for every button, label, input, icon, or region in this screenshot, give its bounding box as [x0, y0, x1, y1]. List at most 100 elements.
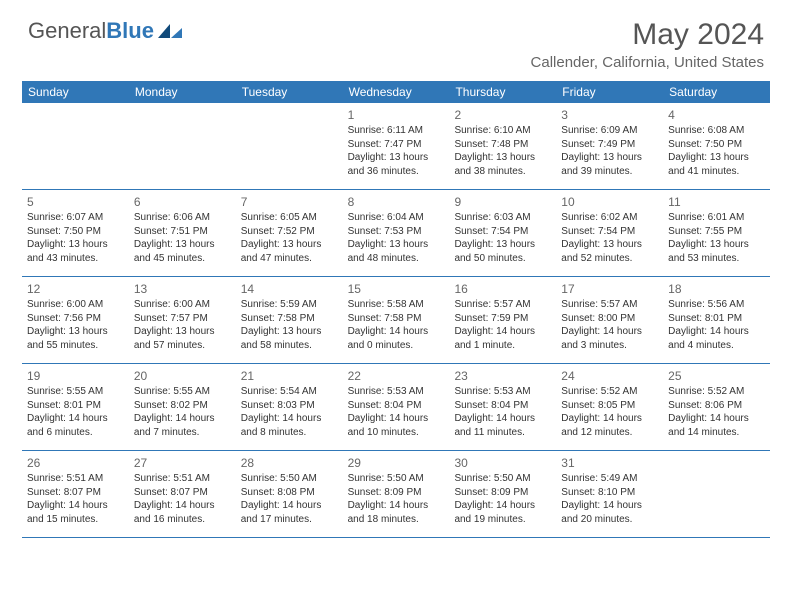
day-number: 26	[27, 455, 124, 471]
logo: GeneralBlue	[28, 18, 184, 44]
day-number: 23	[454, 368, 551, 384]
title-block: May 2024 Callender, California, United S…	[531, 18, 764, 71]
sail-icon	[156, 22, 184, 40]
day-cell: 4Sunrise: 6:08 AMSunset: 7:50 PMDaylight…	[663, 103, 770, 189]
sunrise-text: Sunrise: 5:56 AM	[668, 298, 765, 312]
sunset-text: Sunset: 7:54 PM	[454, 225, 551, 239]
sunset-text: Sunset: 8:04 PM	[454, 399, 551, 413]
day-cell: 8Sunrise: 6:04 AMSunset: 7:53 PMDaylight…	[343, 190, 450, 276]
sunset-text: Sunset: 8:02 PM	[134, 399, 231, 413]
sunrise-text: Sunrise: 6:04 AM	[348, 211, 445, 225]
day-number: 29	[348, 455, 445, 471]
sunset-text: Sunset: 7:47 PM	[348, 138, 445, 152]
daylight-text: Daylight: 13 hours	[134, 238, 231, 252]
daylight-text: Daylight: 14 hours	[668, 325, 765, 339]
daylight-text: and 52 minutes.	[561, 252, 658, 266]
daylight-text: Daylight: 14 hours	[348, 412, 445, 426]
daylight-text: and 38 minutes.	[454, 165, 551, 179]
day-number: 3	[561, 107, 658, 123]
day-cell	[236, 103, 343, 189]
weekday-header: Sunday	[22, 81, 129, 103]
day-cell: 31Sunrise: 5:49 AMSunset: 8:10 PMDayligh…	[556, 451, 663, 537]
week-row: 26Sunrise: 5:51 AMSunset: 8:07 PMDayligh…	[22, 451, 770, 538]
daylight-text: Daylight: 14 hours	[561, 412, 658, 426]
sunset-text: Sunset: 7:58 PM	[348, 312, 445, 326]
daylight-text: Daylight: 14 hours	[27, 499, 124, 513]
day-cell: 16Sunrise: 5:57 AMSunset: 7:59 PMDayligh…	[449, 277, 556, 363]
daylight-text: Daylight: 14 hours	[561, 499, 658, 513]
day-cell: 27Sunrise: 5:51 AMSunset: 8:07 PMDayligh…	[129, 451, 236, 537]
day-cell: 2Sunrise: 6:10 AMSunset: 7:48 PMDaylight…	[449, 103, 556, 189]
sunrise-text: Sunrise: 5:57 AM	[454, 298, 551, 312]
day-cell: 26Sunrise: 5:51 AMSunset: 8:07 PMDayligh…	[22, 451, 129, 537]
sunrise-text: Sunrise: 5:51 AM	[134, 472, 231, 486]
sunrise-text: Sunrise: 5:50 AM	[348, 472, 445, 486]
daylight-text: and 0 minutes.	[348, 339, 445, 353]
sunrise-text: Sunrise: 6:01 AM	[668, 211, 765, 225]
day-cell: 22Sunrise: 5:53 AMSunset: 8:04 PMDayligh…	[343, 364, 450, 450]
sunset-text: Sunset: 8:08 PM	[241, 486, 338, 500]
sunset-text: Sunset: 7:50 PM	[668, 138, 765, 152]
sunset-text: Sunset: 7:55 PM	[668, 225, 765, 239]
day-cell: 24Sunrise: 5:52 AMSunset: 8:05 PMDayligh…	[556, 364, 663, 450]
day-number: 6	[134, 194, 231, 210]
day-cell: 29Sunrise: 5:50 AMSunset: 8:09 PMDayligh…	[343, 451, 450, 537]
logo-text-part1: General	[28, 18, 106, 43]
day-number: 17	[561, 281, 658, 297]
sunset-text: Sunset: 7:53 PM	[348, 225, 445, 239]
daylight-text: and 6 minutes.	[27, 426, 124, 440]
daylight-text: and 11 minutes.	[454, 426, 551, 440]
daylight-text: Daylight: 13 hours	[27, 325, 124, 339]
daylight-text: and 36 minutes.	[348, 165, 445, 179]
daylight-text: and 57 minutes.	[134, 339, 231, 353]
weekday-header: Monday	[129, 81, 236, 103]
sunrise-text: Sunrise: 5:50 AM	[241, 472, 338, 486]
sunset-text: Sunset: 8:09 PM	[348, 486, 445, 500]
logo-text: GeneralBlue	[28, 18, 154, 44]
day-cell: 14Sunrise: 5:59 AMSunset: 7:58 PMDayligh…	[236, 277, 343, 363]
day-number: 25	[668, 368, 765, 384]
sunset-text: Sunset: 7:54 PM	[561, 225, 658, 239]
day-cell: 30Sunrise: 5:50 AMSunset: 8:09 PMDayligh…	[449, 451, 556, 537]
sunset-text: Sunset: 8:04 PM	[348, 399, 445, 413]
sunrise-text: Sunrise: 5:52 AM	[561, 385, 658, 399]
day-cell: 6Sunrise: 6:06 AMSunset: 7:51 PMDaylight…	[129, 190, 236, 276]
daylight-text: Daylight: 13 hours	[454, 238, 551, 252]
daylight-text: and 15 minutes.	[27, 513, 124, 527]
daylight-text: Daylight: 13 hours	[561, 238, 658, 252]
sunset-text: Sunset: 7:58 PM	[241, 312, 338, 326]
daylight-text: and 43 minutes.	[27, 252, 124, 266]
day-number: 20	[134, 368, 231, 384]
sunrise-text: Sunrise: 6:07 AM	[27, 211, 124, 225]
sunrise-text: Sunrise: 5:53 AM	[454, 385, 551, 399]
daylight-text: Daylight: 14 hours	[454, 325, 551, 339]
daylight-text: and 7 minutes.	[134, 426, 231, 440]
logo-text-part2: Blue	[106, 18, 154, 43]
week-row: 1Sunrise: 6:11 AMSunset: 7:47 PMDaylight…	[22, 103, 770, 190]
sunrise-text: Sunrise: 6:00 AM	[27, 298, 124, 312]
sunset-text: Sunset: 7:51 PM	[134, 225, 231, 239]
week-row: 12Sunrise: 6:00 AMSunset: 7:56 PMDayligh…	[22, 277, 770, 364]
sunset-text: Sunset: 8:05 PM	[561, 399, 658, 413]
sunset-text: Sunset: 8:01 PM	[27, 399, 124, 413]
daylight-text: and 3 minutes.	[561, 339, 658, 353]
daylight-text: Daylight: 14 hours	[454, 499, 551, 513]
daylight-text: Daylight: 14 hours	[27, 412, 124, 426]
sunrise-text: Sunrise: 6:11 AM	[348, 124, 445, 138]
daylight-text: and 12 minutes.	[561, 426, 658, 440]
daylight-text: Daylight: 14 hours	[241, 499, 338, 513]
header: GeneralBlue May 2024 Callender, Californ…	[0, 0, 792, 75]
day-cell: 3Sunrise: 6:09 AMSunset: 7:49 PMDaylight…	[556, 103, 663, 189]
sunrise-text: Sunrise: 5:55 AM	[27, 385, 124, 399]
sunrise-text: Sunrise: 6:09 AM	[561, 124, 658, 138]
sunset-text: Sunset: 8:10 PM	[561, 486, 658, 500]
daylight-text: and 18 minutes.	[348, 513, 445, 527]
day-number: 11	[668, 194, 765, 210]
daylight-text: Daylight: 14 hours	[134, 412, 231, 426]
sunrise-text: Sunrise: 6:03 AM	[454, 211, 551, 225]
sunset-text: Sunset: 7:59 PM	[454, 312, 551, 326]
sunrise-text: Sunrise: 5:57 AM	[561, 298, 658, 312]
daylight-text: Daylight: 13 hours	[241, 325, 338, 339]
sunset-text: Sunset: 8:07 PM	[27, 486, 124, 500]
day-number: 10	[561, 194, 658, 210]
